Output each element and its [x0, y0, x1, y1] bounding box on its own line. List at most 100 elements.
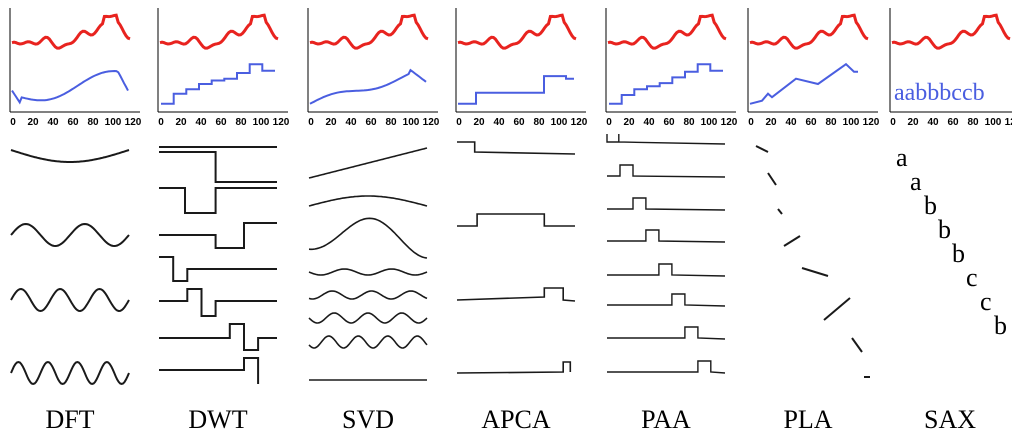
x-tick-label: 80 — [683, 117, 695, 128]
x-tick-label: 80 — [533, 117, 545, 128]
x-tick-label: 0 — [606, 117, 612, 128]
x-tick-label: 80 — [825, 117, 837, 128]
x-tick-label: 100 — [701, 117, 718, 128]
x-tick-label: 40 — [643, 117, 655, 128]
fourier-basis-line — [10, 222, 130, 248]
haar-basis-line — [159, 323, 277, 351]
x-tick-label: 40 — [785, 117, 797, 128]
apca-segment-line — [457, 213, 575, 227]
method-label: DWT — [188, 405, 247, 434]
original-series-line — [891, 13, 1011, 50]
x-tick-label: 20 — [27, 117, 39, 128]
svd-component-line — [308, 268, 428, 276]
x-tick-label: 20 — [765, 117, 777, 128]
x-tick-label: 40 — [195, 117, 207, 128]
x-tick-label: 60 — [663, 117, 675, 128]
fourier-basis-line — [10, 149, 130, 163]
svd-component-line — [308, 217, 428, 259]
x-tick-label: 100 — [105, 117, 122, 128]
haar-basis-line — [159, 357, 260, 384]
x-tick-label: 120 — [273, 117, 290, 128]
basis-functions — [755, 145, 870, 378]
method-label: APCA — [481, 405, 551, 434]
paa-segment-line — [607, 360, 726, 374]
approximation-series-line — [609, 63, 723, 105]
sax-letter: c — [980, 287, 992, 316]
original-series-line — [159, 13, 279, 50]
svd-component-line — [308, 195, 428, 207]
x-tick-label: 0 — [10, 117, 16, 128]
x-tick-label: 120 — [571, 117, 588, 128]
x-tick-label: 120 — [1005, 117, 1012, 128]
panel-pla: 0 20 40 60 80 100 120 PLA — [747, 8, 880, 434]
x-tick-label: 40 — [345, 117, 357, 128]
x-tick-label: 80 — [967, 117, 979, 128]
x-tick-label: 0 — [456, 117, 462, 128]
paa-segment-line — [607, 164, 726, 178]
method-label: PLA — [783, 405, 832, 434]
apca-segment-line — [456, 361, 572, 374]
approximation-series-line — [11, 69, 129, 105]
method-label: PAA — [641, 405, 691, 434]
approximation-series-line — [309, 68, 427, 105]
method-label: DFT — [45, 405, 94, 434]
x-tick-label: 120 — [125, 117, 142, 128]
x-tick-label: 60 — [805, 117, 817, 128]
original-series-line — [309, 13, 429, 50]
x-tick-label: 100 — [403, 117, 420, 128]
x-tick-label: 0 — [308, 117, 314, 128]
x-tick-label: 60 — [365, 117, 377, 128]
x-tick-label: 20 — [175, 117, 187, 128]
x-tick-label: 0 — [748, 117, 754, 128]
paa-segment-line — [607, 263, 726, 277]
original-series-line — [607, 13, 727, 50]
panel-svd: 0 20 40 60 80 100 120 SVD — [307, 8, 440, 434]
x-tick-label: 40 — [47, 117, 59, 128]
sax-letter: b — [952, 239, 965, 268]
svd-component-line — [308, 335, 428, 349]
x-tick-label: 40 — [927, 117, 939, 128]
paa-segment-line — [607, 293, 726, 307]
basis-functions — [159, 146, 277, 384]
x-tick-label: 20 — [473, 117, 485, 128]
panel-dft: 0 20 40 60 80 100 120 DFT — [9, 8, 142, 434]
apca-segment-line — [457, 141, 576, 155]
x-tick-label: 60 — [215, 117, 227, 128]
x-tick-label: 100 — [985, 117, 1002, 128]
paa-segment-line — [606, 134, 726, 145]
x-tick-label: 40 — [493, 117, 505, 128]
x-tick-label: 0 — [158, 117, 164, 128]
x-tick-label: 20 — [325, 117, 337, 128]
x-tick-label: 80 — [235, 117, 247, 128]
paa-segment-line — [607, 326, 726, 340]
svd-component-line — [308, 147, 428, 179]
haar-basis-line — [159, 151, 277, 183]
original-series-line — [457, 13, 577, 50]
panel-sax: 020406080100120aabbbccbaabbbccbSAX — [889, 8, 1012, 434]
x-tick-label: 100 — [843, 117, 860, 128]
sax-letter: c — [966, 263, 978, 292]
sax-letter: a — [910, 167, 922, 196]
pla-segment-line — [783, 235, 801, 247]
sax-letter: b — [994, 311, 1007, 340]
panel-dwt: 0 20 40 60 80 100 120 DWT — [157, 8, 290, 434]
svd-component-line — [308, 312, 428, 324]
approximation-series-line — [161, 63, 275, 105]
pla-segment-line — [851, 337, 863, 353]
sax-word: aabbbccb — [894, 80, 985, 106]
method-label: SAX — [924, 405, 976, 434]
basis-functions — [308, 147, 428, 381]
pla-segment-line — [777, 208, 783, 215]
basis-functions — [606, 134, 726, 374]
basis-functions — [10, 149, 130, 386]
method-label: SVD — [342, 405, 394, 434]
x-tick-label: 60 — [67, 117, 79, 128]
x-tick-label: 120 — [423, 117, 440, 128]
haar-basis-line — [159, 288, 277, 317]
fourier-basis-line — [10, 360, 130, 386]
paa-segment-line — [607, 197, 726, 211]
x-tick-label: 120 — [863, 117, 880, 128]
x-tick-label: 0 — [890, 117, 896, 128]
x-tick-label: 100 — [253, 117, 270, 128]
